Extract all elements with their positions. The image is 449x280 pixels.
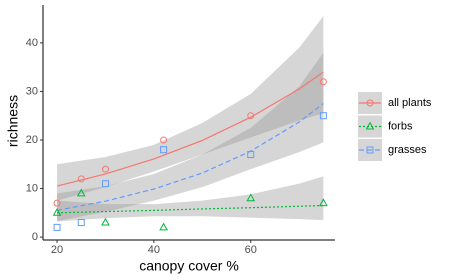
y-tick-label: 10: [26, 182, 38, 194]
y-tick-label: 20: [26, 134, 38, 146]
legend-label: all plants: [388, 97, 432, 109]
point: [319, 112, 327, 120]
fit-line: [57, 204, 324, 214]
point: [52, 207, 62, 216]
confidence-band: [57, 52, 324, 222]
point: [77, 175, 85, 183]
confidence-band: [57, 16, 324, 201]
confidence-band: [57, 176, 324, 222]
fit-line: [56, 103, 324, 211]
point: [101, 180, 109, 188]
y-axis-title: richness: [5, 95, 21, 147]
legend-key: [358, 115, 382, 138]
point: [77, 219, 85, 227]
point: [53, 199, 61, 207]
y-tick-label: 0: [32, 231, 38, 243]
point: [247, 151, 255, 159]
point: [160, 146, 168, 154]
point: [160, 136, 168, 144]
y-tick-label: 30: [26, 85, 38, 97]
x-tick-label: 60: [245, 244, 257, 256]
point: [101, 165, 109, 173]
x-tick-label: 40: [148, 244, 160, 256]
point: [246, 193, 256, 202]
fit-line: [56, 71, 324, 187]
x-axis-title: canopy cover %: [139, 258, 239, 274]
legend-marker: [366, 99, 374, 107]
point: [101, 217, 110, 226]
point: [319, 198, 328, 207]
legend-marker: [365, 121, 375, 130]
point: [159, 222, 168, 231]
legend-label: grasses: [388, 144, 427, 156]
point: [319, 78, 327, 86]
point: [247, 112, 255, 120]
y-tick-label: 40: [26, 37, 38, 49]
point: [76, 188, 86, 197]
legend-label: forbs: [388, 120, 413, 132]
x-tick-label: 20: [51, 244, 63, 256]
legend-marker: [366, 146, 374, 154]
point: [53, 223, 61, 231]
